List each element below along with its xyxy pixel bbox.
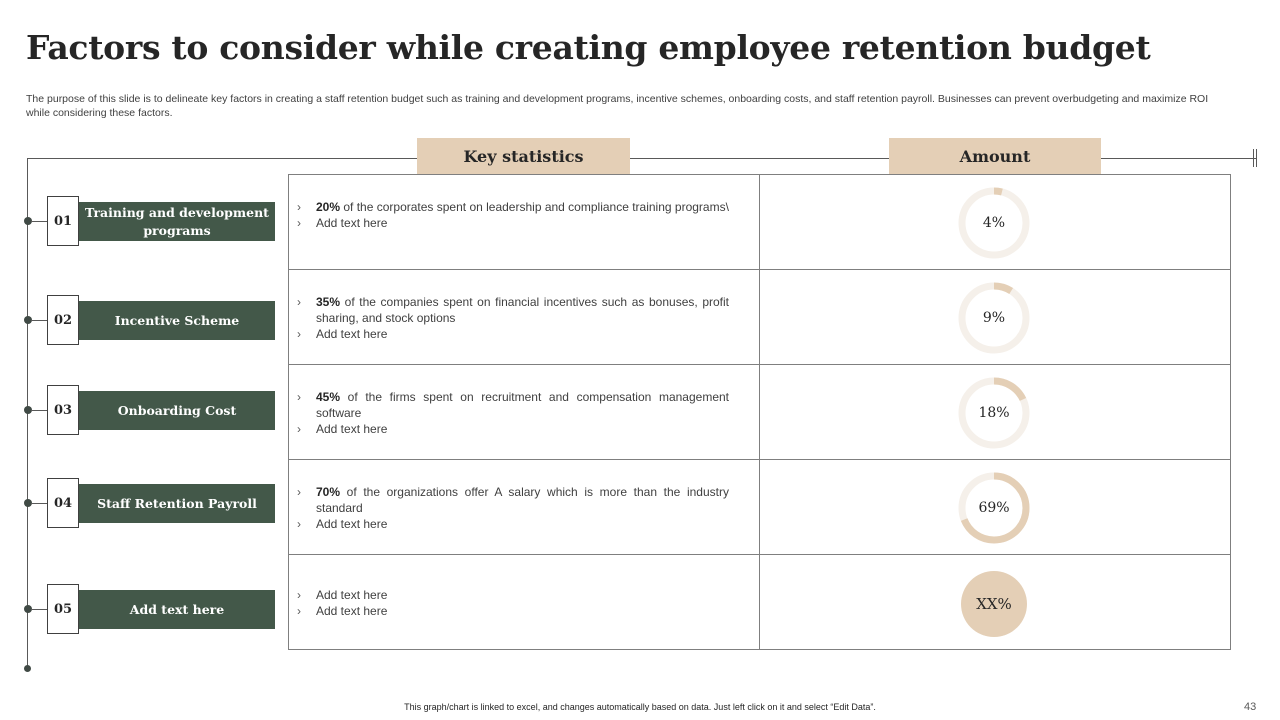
connector-line (31, 320, 47, 321)
placeholder-text: Add text here (316, 422, 388, 436)
slide-subtitle: The purpose of this slide is to delineat… (26, 93, 1209, 119)
footer-note: This graph/chart is linked to excel, and… (404, 702, 876, 712)
amount-cell: XX% (760, 555, 1230, 650)
timeline-dot (24, 499, 32, 507)
amount-cell: 9% (760, 270, 1230, 364)
chevron-right-icon: › (297, 604, 301, 618)
timeline-dot (24, 406, 32, 414)
placeholder-text: Add text here (316, 604, 388, 618)
stats-cell: › Add text here › Add text here (289, 555, 760, 650)
placeholder-text: Add text here (316, 327, 388, 341)
donut-value-arc (958, 282, 1030, 354)
stat-percent: 20% (316, 200, 341, 214)
timeline-dot (24, 217, 32, 225)
stat-bullet: › 35% of the companies spent on financia… (297, 294, 729, 326)
stat-percent: 35% (316, 295, 341, 309)
stat-bullet: › 20% of the corporates spent on leaders… (297, 199, 729, 215)
stat-bullet: › Add text here (297, 516, 729, 532)
timeline-dot (24, 605, 32, 613)
amount-donut-chart (958, 377, 1030, 449)
amount-donut-chart (958, 282, 1030, 354)
chevron-right-icon: › (297, 216, 301, 230)
factor-number: 02 (47, 295, 79, 345)
factor-label: Onboarding Cost (79, 391, 275, 430)
factor-label: Training and development programs (79, 202, 275, 241)
amount-value: 69% (978, 500, 1010, 516)
table-row: › 20% of the corporates spent on leaders… (289, 175, 1230, 270)
factor-number: 05 (47, 584, 79, 634)
page-number: 43 (1244, 701, 1257, 713)
donut-value-arc (958, 472, 1030, 544)
statistics-table: › 20% of the corporates spent on leaders… (288, 174, 1231, 650)
stat-bullet: › Add text here (297, 421, 729, 437)
header-key-statistics: Key statistics (417, 138, 630, 175)
stat-percent: 45% (316, 390, 341, 404)
placeholder-text: Add text here (316, 517, 388, 531)
chevron-right-icon: › (297, 295, 301, 309)
timeline-dot (24, 316, 32, 324)
stat-bullet: › Add text here (297, 326, 729, 342)
timeline-end-cap (1253, 149, 1257, 167)
chevron-right-icon: › (297, 588, 301, 602)
amount-value: 9% (982, 310, 1006, 326)
placeholder-text: Add text here (316, 588, 388, 602)
chevron-right-icon: › (297, 485, 301, 499)
chevron-right-icon: › (297, 327, 301, 341)
amount-value: 18% (978, 405, 1010, 421)
stat-text: of the companies spent on financial ince… (316, 295, 729, 325)
stats-cell: › 35% of the companies spent on financia… (289, 270, 760, 364)
chevron-right-icon: › (297, 422, 301, 436)
slide-title: Factors to consider while creating emplo… (26, 28, 1151, 67)
amount-donut-chart (958, 187, 1030, 259)
stat-bullet: › 70% of the organizations offer A salar… (297, 484, 729, 516)
factor-label: Add text here (79, 590, 275, 629)
stats-cell: › 70% of the organizations offer A salar… (289, 460, 760, 554)
table-row: › 45% of the firms spent on recruitment … (289, 365, 1230, 460)
header-amount: Amount (889, 138, 1101, 175)
amount-cell: 4% (760, 175, 1230, 269)
placeholder-text: Add text here (316, 216, 388, 230)
chevron-right-icon: › (297, 517, 301, 531)
stat-bullet: › Add text here (297, 603, 729, 619)
amount-cell: 18% (760, 365, 1230, 459)
timeline-end-dot (24, 665, 31, 672)
amount-donut-chart (958, 472, 1030, 544)
stat-text: of the organizations offer A salary whic… (316, 485, 729, 515)
table-row: › Add text here › Add text here XX% (289, 555, 1230, 650)
stats-cell: › 45% of the firms spent on recruitment … (289, 365, 760, 459)
amount-value: 4% (982, 215, 1006, 231)
stat-bullet: › 45% of the firms spent on recruitment … (297, 389, 729, 421)
stat-bullet: › Add text here (297, 215, 729, 231)
donut-value-arc (958, 187, 1030, 259)
timeline-top-line (27, 158, 1257, 159)
chevron-right-icon: › (297, 390, 301, 404)
connector-line (31, 609, 47, 610)
factor-label: Incentive Scheme (79, 301, 275, 340)
amount-placeholder-circle: XX% (961, 571, 1027, 637)
connector-line (31, 503, 47, 504)
factor-number: 04 (47, 478, 79, 528)
factor-number: 03 (47, 385, 79, 435)
stat-percent: 70% (316, 485, 341, 499)
factor-number: 01 (47, 196, 79, 246)
stat-text: of the corporates spent on leadership an… (340, 200, 729, 214)
connector-line (31, 221, 47, 222)
connector-line (31, 410, 47, 411)
amount-cell: 69% (760, 460, 1230, 554)
stat-bullet: › Add text here (297, 587, 729, 603)
table-row: › 35% of the companies spent on financia… (289, 270, 1230, 365)
factor-label: Staff Retention Payroll (79, 484, 275, 523)
stats-cell: › 20% of the corporates spent on leaders… (289, 175, 760, 269)
chevron-right-icon: › (297, 200, 301, 214)
donut-value-arc (958, 377, 1030, 449)
table-row: › 70% of the organizations offer A salar… (289, 460, 1230, 555)
stat-text: of the firms spent on recruitment and co… (316, 390, 729, 420)
